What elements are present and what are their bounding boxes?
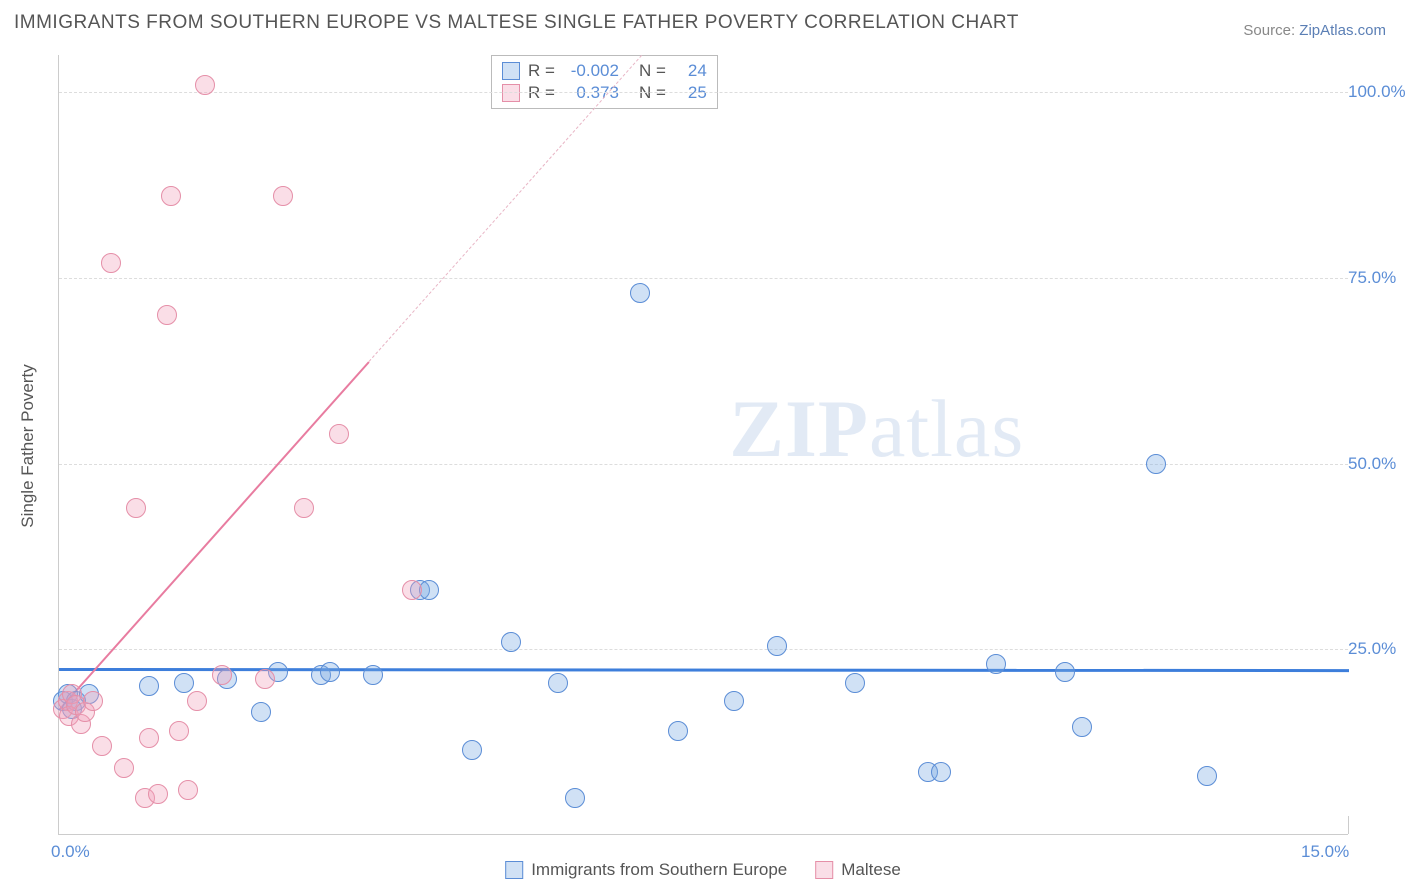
data-point xyxy=(986,654,1006,674)
data-point xyxy=(178,780,198,800)
data-point xyxy=(294,498,314,518)
y-tick-label: 50.0% xyxy=(1348,454,1406,474)
data-point xyxy=(565,788,585,808)
data-point xyxy=(139,728,159,748)
swatch-pink-icon xyxy=(815,861,833,879)
data-point xyxy=(212,665,232,685)
swatch-blue-icon xyxy=(505,861,523,879)
data-point xyxy=(1146,454,1166,474)
data-point xyxy=(169,721,189,741)
data-point xyxy=(255,669,275,689)
data-point xyxy=(419,580,439,600)
data-point xyxy=(767,636,787,656)
data-point xyxy=(363,665,383,685)
axis-right-marker xyxy=(1348,816,1349,834)
data-point xyxy=(1072,717,1092,737)
legend-label: Maltese xyxy=(841,860,901,880)
data-point xyxy=(195,75,215,95)
data-point xyxy=(161,186,181,206)
trend-line xyxy=(59,668,1349,672)
swatch-blue-icon xyxy=(502,62,520,80)
data-point xyxy=(668,721,688,741)
series-legend: Immigrants from Southern Europe Maltese xyxy=(505,860,901,880)
data-point xyxy=(630,283,650,303)
data-point xyxy=(931,762,951,782)
data-point xyxy=(462,740,482,760)
data-point xyxy=(273,186,293,206)
y-tick-label: 25.0% xyxy=(1348,639,1406,659)
data-point xyxy=(92,736,112,756)
legend-item-blue: Immigrants from Southern Europe xyxy=(505,860,787,880)
data-point xyxy=(101,253,121,273)
data-point xyxy=(402,580,422,600)
y-axis-label: Single Father Poverty xyxy=(18,364,38,527)
chart-title: IMMIGRANTS FROM SOUTHERN EUROPE VS MALTE… xyxy=(14,12,1019,34)
data-point xyxy=(174,673,194,693)
source-link[interactable]: ZipAtlas.com xyxy=(1299,22,1386,39)
legend-item-pink: Maltese xyxy=(815,860,901,880)
data-point xyxy=(548,673,568,693)
legend-label: Immigrants from Southern Europe xyxy=(531,860,787,880)
x-tick-label: 0.0% xyxy=(51,842,90,862)
data-point xyxy=(724,691,744,711)
data-point xyxy=(320,662,340,682)
stats-legend: R = -0.002 N = 24 R = 0.373 N = 25 xyxy=(491,55,718,109)
data-point xyxy=(501,632,521,652)
y-tick-label: 75.0% xyxy=(1348,268,1406,288)
gridline xyxy=(59,92,1348,93)
data-point xyxy=(83,691,103,711)
y-tick-label: 100.0% xyxy=(1348,82,1406,102)
gridline xyxy=(59,649,1348,650)
data-point xyxy=(251,702,271,722)
data-point xyxy=(139,676,159,696)
data-point xyxy=(1055,662,1075,682)
data-point xyxy=(157,305,177,325)
trend-line xyxy=(58,361,369,710)
plot-area: ZIPatlas R = -0.002 N = 24 R = 0.373 N =… xyxy=(58,55,1348,835)
x-tick-label: 15.0% xyxy=(1301,842,1349,862)
data-point xyxy=(845,673,865,693)
data-point xyxy=(148,784,168,804)
stats-row-blue: R = -0.002 N = 24 xyxy=(502,60,707,82)
source-label: Source: xyxy=(1243,22,1299,39)
gridline xyxy=(59,278,1348,279)
data-point xyxy=(126,498,146,518)
data-point xyxy=(114,758,134,778)
chart-container: IMMIGRANTS FROM SOUTHERN EUROPE VS MALTE… xyxy=(0,0,1406,892)
data-point xyxy=(329,424,349,444)
data-point xyxy=(187,691,207,711)
watermark: ZIPatlas xyxy=(729,382,1024,476)
source-attribution: Source: ZipAtlas.com xyxy=(1243,22,1386,39)
data-point xyxy=(1197,766,1217,786)
